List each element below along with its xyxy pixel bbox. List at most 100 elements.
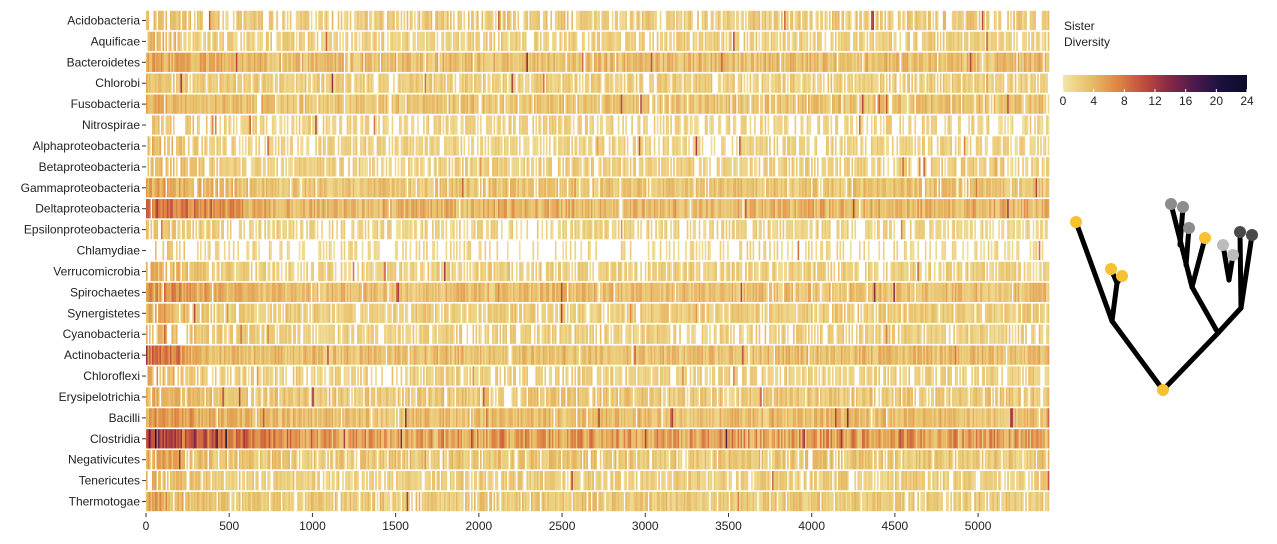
heatmap-row (146, 199, 1050, 219)
heatmap-cell (535, 10, 538, 31)
heatmap-cell (923, 94, 925, 114)
heatmap-cell (731, 94, 734, 114)
heatmap-cell (270, 10, 272, 31)
heatmap-cell (620, 136, 623, 156)
heatmap-cell (846, 73, 849, 93)
heatmap-cell (477, 31, 479, 52)
heatmap-cell (339, 73, 341, 93)
heatmap-cell (784, 136, 786, 156)
heatmap-cell (213, 73, 216, 93)
heatmap-cell (406, 199, 409, 219)
heatmap-cell (382, 10, 385, 31)
heatmap-cell (304, 115, 307, 135)
heatmap-cell (586, 10, 588, 31)
heatmap-cell (760, 136, 762, 156)
heatmap-cell (665, 10, 668, 31)
heatmap-cell (553, 52, 556, 72)
heatmap-cell (349, 10, 352, 31)
heatmap-cell (366, 10, 368, 31)
heatmap-cell (984, 94, 987, 114)
heatmap-cell (208, 73, 211, 93)
heatmap-cell (680, 52, 683, 72)
heatmap-cell (381, 73, 383, 93)
heatmap-cell (671, 136, 674, 156)
heatmap-cell (587, 52, 590, 72)
heatmap-cell (471, 10, 473, 31)
heatmap-cell (677, 199, 680, 219)
heatmap-cell (459, 52, 461, 72)
heatmap-cell (373, 94, 376, 114)
heatmap-cell (638, 115, 641, 135)
heatmap-cell (784, 178, 786, 198)
heatmap-cell (571, 199, 574, 219)
heatmap-cell (484, 31, 487, 52)
heatmap-cell (444, 52, 446, 72)
heatmap-cell (584, 136, 587, 156)
heatmap-cell (704, 52, 707, 72)
heatmap-cell (921, 10, 924, 31)
heatmap-cell (168, 52, 171, 72)
heatmap-cell (929, 178, 931, 198)
heatmap-cell (339, 199, 341, 219)
heatmap-cell (169, 199, 172, 219)
heatmap-cell (825, 115, 828, 135)
heatmap-cell (462, 199, 464, 219)
heatmap-cell (381, 178, 383, 198)
heatmap-cell (370, 136, 373, 156)
heatmap-cell (757, 52, 759, 72)
heatmap-cell (291, 199, 293, 219)
heatmap-cell (450, 73, 452, 93)
heatmap-cell (274, 73, 277, 93)
heatmap-cell (438, 10, 440, 31)
heatmap-cell (303, 52, 305, 72)
heatmap-cell (806, 73, 809, 93)
heatmap-cell (724, 52, 726, 72)
heatmap-cell (300, 31, 302, 52)
heatmap-cell (229, 219, 232, 240)
heatmap-cell (514, 115, 517, 135)
heatmap-cell (222, 94, 225, 114)
heatmap-cell (791, 157, 794, 177)
heatmap-cell (644, 10, 647, 31)
heatmap-cell (228, 94, 231, 114)
heatmap-cell (411, 219, 413, 240)
heatmap-cell (256, 52, 259, 72)
heatmap-cell (809, 10, 812, 31)
heatmap-cell (625, 115, 627, 135)
heatmap-cell (1040, 199, 1042, 219)
heatmap-cell (1038, 178, 1041, 198)
heatmap-cell (888, 178, 891, 198)
heatmap-cell (794, 115, 797, 135)
heatmap-cell (989, 178, 991, 198)
heatmap-cell (286, 52, 289, 72)
heatmap-cell (658, 219, 660, 240)
heatmap-cell (394, 178, 397, 198)
heatmap-cell (951, 94, 954, 114)
heatmap-cell (316, 219, 319, 240)
heatmap-cell (767, 115, 770, 135)
heatmap-cell (929, 94, 931, 114)
heatmap-cell (544, 10, 547, 31)
heatmap-cell (385, 73, 388, 93)
heatmap-cell (578, 136, 581, 156)
heatmap-cell (587, 73, 590, 93)
heatmap-cell (403, 136, 406, 156)
heatmap-cell (1022, 73, 1024, 93)
heatmap-cell (849, 136, 852, 156)
heatmap-cell (515, 52, 518, 72)
heatmap-cell (882, 199, 885, 219)
heatmap-cell (779, 178, 782, 198)
heatmap-cell (340, 219, 343, 240)
heatmap-cell (429, 136, 431, 156)
heatmap-cell (989, 199, 991, 219)
heatmap-cell (520, 52, 523, 72)
heatmap-cell (366, 52, 368, 72)
heatmap-cell (565, 219, 568, 240)
heatmap-cell (987, 199, 990, 219)
heatmap-cell (494, 157, 497, 177)
heatmap-cell (295, 157, 298, 177)
heatmap-cell (998, 73, 1000, 93)
heatmap-cell (996, 157, 999, 177)
heatmap-cell (751, 31, 753, 52)
heatmap-cell (469, 199, 472, 219)
